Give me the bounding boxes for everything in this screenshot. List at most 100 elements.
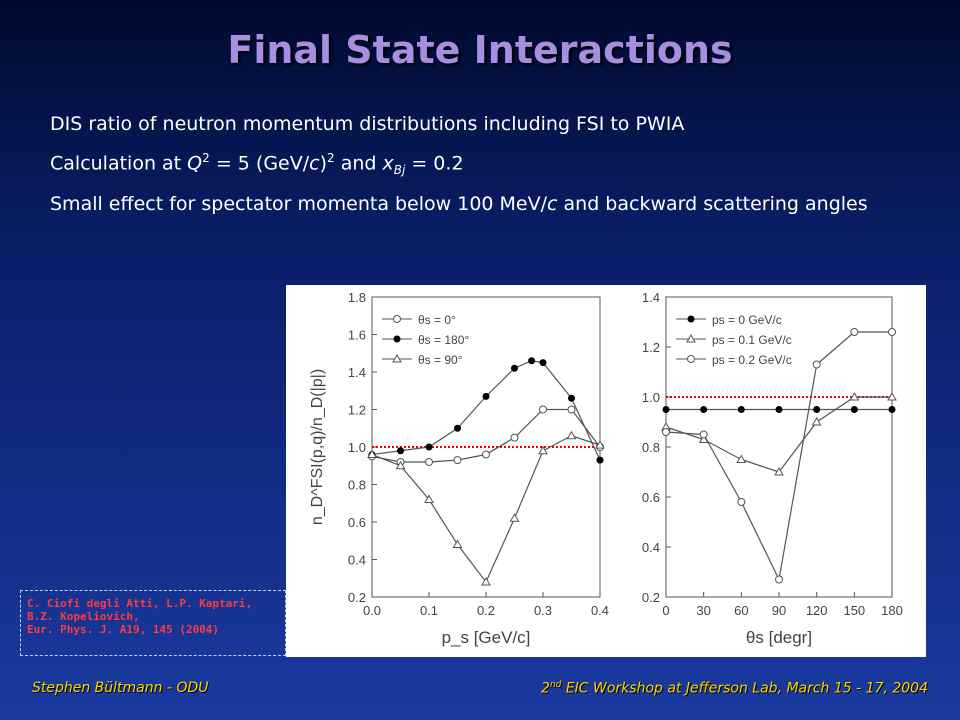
left-ytick-label: 0.2 [348,590,366,605]
left-point [453,456,462,465]
fsi-charts: 0.0 0.1 0.2 0.3 0.4 0.2 0.4 0.6 0.8 1.0 1.2 1.4 1.6 1… [309,290,903,647]
left-xtick-label: 0.1 [420,603,438,618]
bullet-3: Small effect for spectator momenta below… [50,192,880,216]
left-point [510,433,519,442]
left-point [568,394,575,402]
right-legend-marker [687,355,695,363]
calc-exp2: 2 [327,151,335,165]
left-ytick-label: 1.2 [348,403,366,418]
left-point [397,447,404,455]
calc-c: c [309,152,320,175]
right-series-line [665,331,892,582]
right-xtick-label: 60 [734,603,748,618]
right-point [736,454,747,463]
left-ytick-label: 1.8 [348,290,366,305]
left-point [509,513,520,522]
right-point [775,406,783,413]
right-point [888,328,896,336]
right-point [737,498,746,506]
right-point [700,406,708,413]
left-legend-label: θs = 90° [418,353,463,367]
calc-close: ) [319,152,328,175]
left-point [528,357,536,365]
left-series-line [371,360,601,461]
left-ytick-label: 0.4 [348,553,366,568]
right-point [775,575,783,584]
left-legend-marker [393,315,401,323]
right-point [887,391,897,401]
right-xtick-label: 120 [806,603,828,618]
right-ytick-label: 0.4 [642,540,660,555]
right-ytick-label: 0.6 [642,490,660,505]
bullet-list: DIS ratio of neutron momentum distributi… [50,112,880,226]
right-legend-label: ps = 0.2 GeV/c [712,353,792,367]
left-point [425,458,433,466]
left-xtick-label: 0.4 [591,603,609,618]
right-point [850,328,859,336]
right-ytick-label: 1.4 [642,290,660,305]
right-point [662,406,670,413]
right-ytick-label: 1.0 [642,390,660,405]
left-point [367,449,377,458]
left-point [482,450,490,459]
calc-x: x [382,152,394,175]
right-ytick-label: 0.8 [642,440,660,455]
left-ytick-label: 1.6 [348,328,366,343]
right-legend-marker [686,333,696,343]
left-xtick-label: 0.2 [477,603,495,618]
right-xtick-label: 0 [662,603,669,618]
bullet-1: DIS ratio of neutron momentum distributi… [50,113,685,135]
left-ytick-label: 1.4 [348,365,366,380]
footer-author: Stephen Bültmann - ODU [32,680,209,696]
spectator-before: Small effect for spectator momenta below… [50,193,548,216]
left-ytick-label: 1.0 [348,440,366,455]
spectator-after: and backward scattering angles [557,193,868,216]
left-point [454,424,461,432]
right-point [850,406,858,413]
left-legend-label: θs = 0° [418,313,456,327]
reference-line-3: Eur. Phys. J. A19, 145 (2004) [27,623,220,636]
right-point [699,430,708,439]
right-point [662,428,670,436]
right-point [849,391,860,401]
right-point [811,416,822,426]
right-xtick-label: 150 [843,603,865,618]
left-legend-marker [393,335,401,343]
left-x-axis-label: p_s [GeV/c] [442,628,531,647]
left-point [482,392,490,400]
slide-title: Final State Interactions [227,28,733,72]
right-point [737,406,745,413]
left-point [539,405,547,414]
footer-event-pre: 2 [541,680,550,697]
left-legend-marker [392,353,402,363]
calc-exp1: 2 [202,151,210,165]
footer-event-post: EIC Workshop at Jefferson Lab, March 15 … [561,680,928,697]
right-legend-label: ps = 0.1 GeV/c [712,333,792,347]
footer-event-sup: nd [549,680,562,690]
reference-box: C. Ciofi degli Atti, L.P. Kaptari, B.Z. … [20,590,286,656]
left-point [539,359,547,367]
bullet-2: Calculation at Q2 = 5 (GeV/c)2 and xBj =… [50,146,880,182]
left-ytick-label: 0.6 [348,515,366,530]
calc-sub: Bj [393,163,406,178]
right-ytick-label: 0.2 [642,590,660,605]
right-ytick-label: 1.2 [642,340,660,355]
left-point [567,405,576,414]
reference-line-1: C. Ciofi degli Atti, L.P. Kaptari, [27,597,253,610]
footer-event: 2nd EIC Workshop at Jefferson Lab, March… [541,680,928,697]
calc-prefix: Calculation at [50,152,188,175]
left-point [481,576,491,586]
left-xtick-label: 0.3 [534,603,552,618]
right-xtick-label: 30 [696,603,710,618]
figure-panel: 0.0 0.1 0.2 0.3 0.4 0.2 0.4 0.6 0.8 1.0 1.2 1.4 1.6 1… [286,285,926,657]
spectator-c: c [547,193,558,216]
right-point [813,406,821,413]
reference-line-2: B.Z. Kopeliovich, [27,610,140,623]
right-legend-marker [687,315,695,323]
calc-tail: = 0.2 [405,152,464,175]
left-point [596,456,604,464]
right-xtick-label: 180 [881,603,903,618]
left-point [425,443,433,451]
calc-mid2: and [334,152,383,175]
left-point [452,539,463,548]
